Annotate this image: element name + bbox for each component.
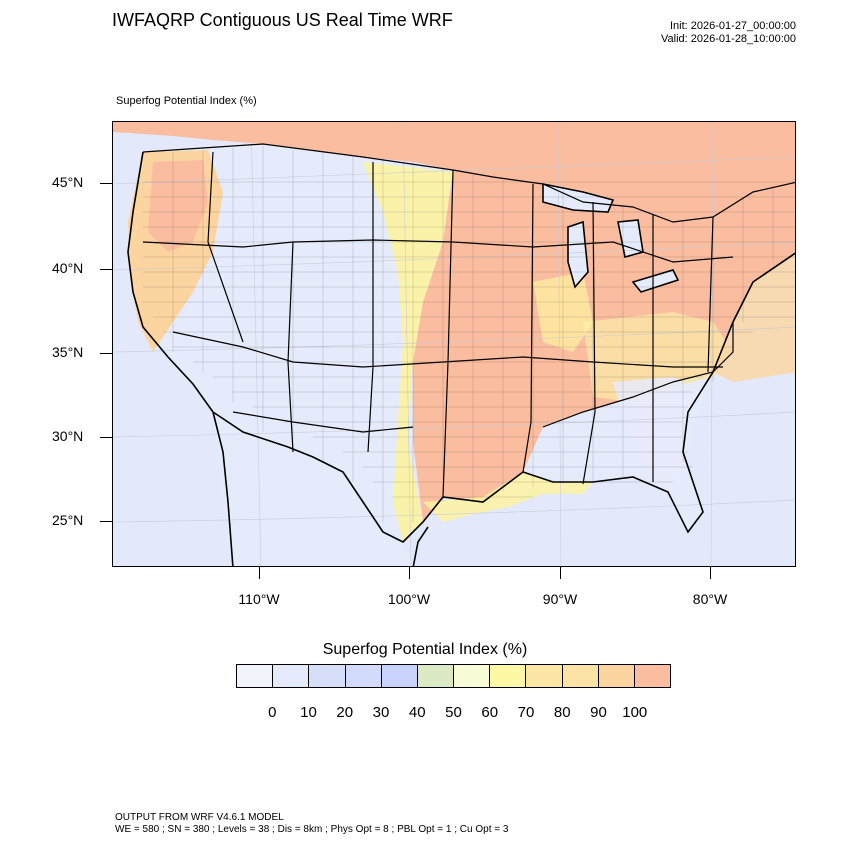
lat-label-25n: 25°N bbox=[52, 512, 84, 528]
colorbar-box bbox=[309, 665, 346, 687]
colorbar-box bbox=[634, 665, 671, 687]
coastlines bbox=[127, 151, 795, 566]
run-times: Init: 2026-01-27_00:00:00 Valid: 2026-01… bbox=[661, 20, 796, 46]
colorbar-label: 90 bbox=[590, 704, 607, 721]
lat-tick-35n bbox=[100, 353, 112, 354]
model-footer: OUTPUT FROM WRF V4.6.1 MODEL WE = 580 ; … bbox=[115, 812, 508, 836]
colorbar-box bbox=[273, 665, 310, 687]
lake-huron bbox=[618, 220, 643, 257]
lat-label-30n: 30°N bbox=[52, 428, 84, 444]
lat-tick-30n bbox=[100, 437, 112, 438]
colorbar-box bbox=[562, 665, 599, 687]
colorbar-box bbox=[237, 665, 274, 687]
colorbar-box bbox=[490, 665, 527, 687]
colorbar-label: 80 bbox=[553, 704, 571, 721]
lon-tick-90w bbox=[560, 567, 561, 579]
lon-label-100w: 100°W bbox=[387, 591, 431, 607]
colorbar-label: 20 bbox=[336, 704, 354, 721]
lake-michigan bbox=[568, 222, 588, 287]
footer-model-line: OUTPUT FROM WRF V4.6.1 MODEL bbox=[115, 812, 284, 823]
colorbar-label: 100 bbox=[622, 704, 648, 721]
lat-tick-25n bbox=[100, 521, 112, 522]
lat-label-35n: 35°N bbox=[52, 344, 84, 360]
colorbar-label: 70 bbox=[517, 704, 535, 721]
lon-label-80w: 80°W bbox=[692, 591, 728, 607]
lat-label-40n: 40°N bbox=[52, 260, 84, 276]
southeast-low-region bbox=[613, 377, 703, 492]
map-canvas bbox=[113, 122, 795, 566]
colorbar-box bbox=[454, 665, 491, 687]
lat-label-45n: 45°N bbox=[52, 174, 84, 190]
valid-time: Valid: 2026-01-28_10:00:00 bbox=[661, 33, 796, 45]
colorbar-label: 10 bbox=[300, 704, 317, 721]
lake-superior bbox=[543, 184, 613, 212]
colorbar-label: 30 bbox=[372, 704, 390, 721]
lon-label-90w: 90°W bbox=[542, 591, 578, 607]
lon-label-110w: 110°W bbox=[238, 591, 280, 607]
field-label: Superfog Potential Index (%) bbox=[116, 95, 257, 107]
colorbar-box bbox=[417, 665, 455, 687]
lon-tick-110w bbox=[259, 567, 260, 579]
footer-config-line: WE = 580 ; SN = 380 ; Levels = 38 ; Dis … bbox=[115, 824, 509, 835]
colorbar bbox=[236, 664, 671, 688]
colorbar-label: 0 bbox=[268, 704, 277, 721]
lat-tick-45n bbox=[100, 183, 112, 184]
colorbar-box bbox=[381, 665, 418, 687]
mid-atlantic-region bbox=[583, 312, 733, 402]
colorbar-label: 50 bbox=[445, 704, 462, 721]
mexico-land bbox=[213, 412, 413, 566]
lon-tick-80w bbox=[710, 567, 711, 579]
colorbar-title: Superfog Potential Index (%) bbox=[322, 641, 528, 658]
colorbar-label: 40 bbox=[408, 704, 426, 721]
lon-tick-100w bbox=[409, 567, 410, 579]
init-time: Init: 2026-01-27_00:00:00 bbox=[670, 20, 796, 32]
colorbar-label: 60 bbox=[481, 704, 499, 721]
colorbar-box bbox=[345, 665, 382, 687]
plot-title: IWFAQRP Contiguous US Real Time WRF bbox=[112, 10, 453, 30]
oregon-high-region bbox=[148, 160, 208, 252]
lat-tick-40n bbox=[100, 269, 112, 270]
colorbar-box bbox=[526, 665, 563, 687]
colorbar-box bbox=[598, 665, 635, 687]
lake-erie bbox=[633, 270, 678, 292]
map-panel bbox=[112, 121, 796, 567]
